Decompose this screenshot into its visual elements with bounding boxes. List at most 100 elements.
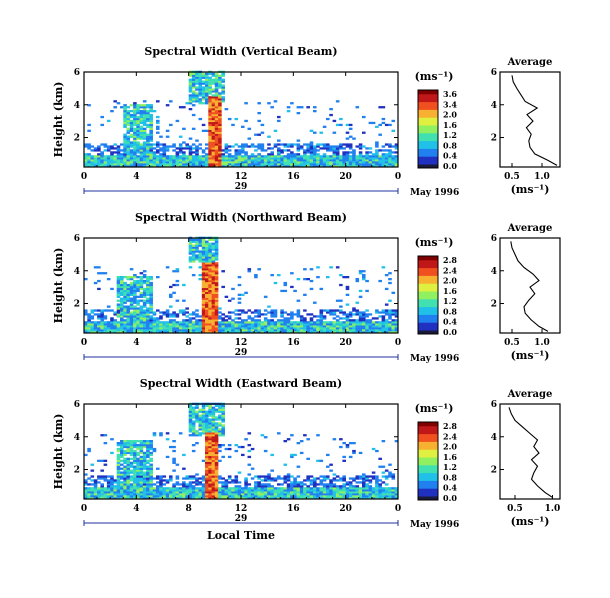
heatmap-cell [103, 327, 108, 330]
heatmap-cell [103, 497, 108, 500]
heatmap-cell [208, 268, 212, 271]
heatmap-cell [123, 139, 127, 142]
heatmap-cell [277, 157, 281, 160]
heatmap-cell [156, 497, 160, 500]
heatmap-cell [250, 317, 255, 320]
heatmap-cell [208, 291, 212, 294]
heatmap-cell [214, 418, 219, 421]
heatmap-cell [201, 426, 206, 429]
heatmap-cell [149, 465, 153, 468]
heatmap-cell [123, 281, 127, 285]
heatmap-cell [342, 147, 346, 150]
heatmap-cell [355, 477, 360, 480]
heatmap-cell [208, 283, 212, 287]
heatmap-cell [254, 489, 258, 492]
heatmap-cell [378, 483, 382, 486]
heatmap-cell [116, 165, 121, 168]
heatmap-cell [139, 481, 144, 484]
heatmap-cell [322, 477, 327, 480]
heatmap-cell [247, 145, 252, 148]
heatmap-cell [165, 497, 170, 500]
heatmap-cell [208, 305, 212, 308]
heatmap-cell [368, 161, 373, 164]
heatmap-cell [227, 155, 232, 158]
heatmap-cell [97, 313, 101, 316]
heatmap-cell [106, 145, 111, 148]
heatmap-cell [188, 161, 193, 164]
heatmap-cell [348, 485, 353, 488]
heatmap-cell [247, 329, 252, 332]
heatmap-cell [277, 331, 281, 334]
heatmap-cell [237, 317, 242, 320]
heatmap-cell [205, 256, 209, 259]
heatmap-cell [156, 493, 160, 496]
heatmap-cell [139, 125, 144, 128]
heatmap-cell [237, 481, 242, 484]
heatmap-cell [201, 432, 206, 435]
heatmap-cell [211, 477, 216, 480]
heatmap-cell [129, 465, 134, 468]
heatmap-cell [329, 311, 333, 314]
heatmap-cell [208, 151, 212, 154]
heatmap-cell [263, 165, 268, 168]
heatmap-cell [214, 137, 219, 140]
heatmap-cell [188, 240, 193, 243]
heatmap-cell [159, 491, 163, 494]
heatmap-cell [358, 165, 363, 168]
heatmap-cell [201, 299, 206, 302]
heatmap-cell [326, 143, 330, 146]
heatmap-cell [362, 321, 366, 324]
heatmap-cell [136, 276, 140, 279]
heatmap-cell [129, 287, 134, 291]
heatmap-cell [106, 495, 111, 498]
heatmap-cell [110, 319, 114, 322]
heatmap-cell [365, 153, 369, 156]
heatmap-cell [221, 481, 225, 484]
heatmap-cell [156, 309, 160, 312]
heatmap-cell [211, 414, 216, 417]
heatmap-cell [335, 325, 340, 328]
heatmap-cell [273, 159, 278, 162]
heatmap-cell [345, 151, 350, 154]
colorbar-swatch [418, 130, 438, 134]
heatmap-cell [273, 163, 278, 166]
heatmap-cell [205, 102, 209, 105]
heatmap-cell [195, 412, 199, 415]
heatmap-cell [342, 276, 346, 279]
heatmap-cell [211, 133, 216, 136]
colorbar-frame [417, 421, 439, 501]
heatmap-cell [224, 157, 229, 160]
heatmap-cell [185, 315, 189, 318]
colorbar-swatch [418, 162, 438, 165]
heatmap-cell [267, 159, 271, 162]
heatmap-cell [191, 475, 196, 478]
heatmap-cell [280, 493, 284, 496]
heatmap-cell [149, 299, 153, 302]
heatmap-cell [375, 481, 379, 484]
heatmap-cell [388, 487, 392, 490]
heatmap-cell [133, 291, 137, 294]
heatmap-cell [218, 477, 222, 480]
heatmap-cell [241, 493, 245, 496]
heatmap-cell [142, 457, 147, 460]
heatmap-cell [191, 449, 196, 453]
heatmap-cell [156, 317, 160, 320]
heatmap-cell [303, 157, 307, 160]
heatmap-cell [355, 487, 360, 490]
heatmap-cell [371, 489, 376, 492]
heatmap-cell [123, 444, 127, 447]
heatmap-cell [286, 159, 291, 162]
heatmap-cell [342, 317, 346, 320]
heatmap-cell [368, 147, 373, 150]
heatmap-cell [358, 477, 363, 480]
heatmap-cell [384, 157, 389, 160]
heatmap-cell [129, 493, 134, 496]
heatmap-cell [175, 299, 180, 302]
heatmap-cell [214, 291, 219, 294]
heatmap-cell [129, 293, 134, 296]
heatmap-cell [273, 100, 278, 103]
heatmap-cell [133, 276, 137, 279]
heatmap-cell [339, 495, 343, 498]
heatmap-cell [178, 489, 183, 492]
